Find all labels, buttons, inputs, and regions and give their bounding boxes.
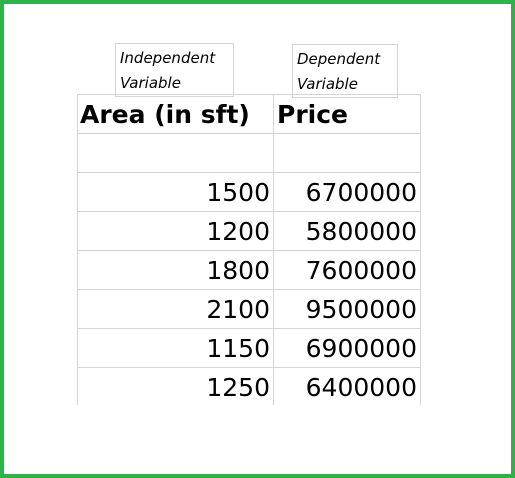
grid-line-row [77,133,421,134]
blank-cell-area[interactable] [80,135,270,173]
header-price[interactable]: Price [277,100,348,129]
price-cell[interactable]: 9500000 [305,295,417,324]
header-area[interactable]: Area (in sft) [80,100,250,129]
grid-line-row [77,328,421,329]
independent-variable-label: Independent Variable [115,43,234,97]
grid-line-row [77,94,421,95]
area-cell[interactable]: 1200 [206,217,270,246]
blank-cell-price[interactable] [277,135,417,173]
grid-line-row [77,172,421,173]
area-cell[interactable]: 2100 [206,295,270,324]
grid-line-left [77,94,78,405]
area-cell[interactable]: 1500 [206,178,270,207]
price-cell[interactable]: 6700000 [305,178,417,207]
area-cell[interactable]: 1150 [206,334,270,363]
grid-line-row [77,211,421,212]
grid-line-right [420,94,421,405]
area-cell[interactable]: 1250 [206,373,270,402]
dependent-variable-label: Dependent Variable [292,44,398,98]
price-cell[interactable]: 6400000 [305,373,417,402]
grid-line-row [77,250,421,251]
grid-line-row [77,367,421,368]
grid-line-middle [273,94,274,405]
area-cell[interactable]: 1800 [206,256,270,285]
price-cell[interactable]: 7600000 [305,256,417,285]
price-cell[interactable]: 5800000 [305,217,417,246]
grid-line-row [77,289,421,290]
price-cell[interactable]: 6900000 [305,334,417,363]
